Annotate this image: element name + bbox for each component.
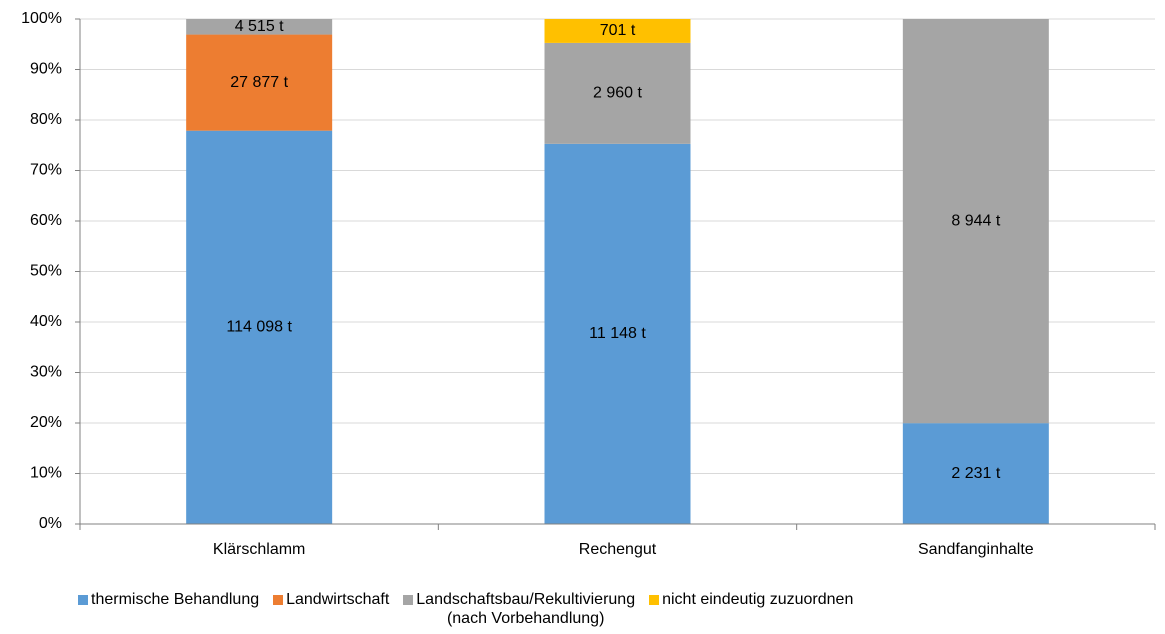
y-tick-label: 20% [30, 414, 62, 431]
legend-item: nicht eindeutig zuzuordnen [649, 590, 853, 609]
y-tick-label: 50% [30, 263, 62, 280]
legend-item: Landschaftsbau/Rekultivierung (nach Vorb… [403, 590, 635, 628]
bar-segment [544, 42, 691, 144]
legend-item: Landwirtschaft [273, 590, 389, 609]
legend-label: nicht eindeutig zuzuordnen [662, 591, 854, 608]
data-label: 701 t [600, 22, 636, 39]
x-tick-label: Klärschlamm [213, 541, 305, 558]
y-tick-label: 70% [30, 162, 62, 179]
data-label: 2 960 t [593, 85, 642, 102]
bar-segment [186, 130, 333, 524]
legend-swatch [78, 595, 88, 605]
y-tick-label: 60% [30, 212, 62, 229]
bar-segment [186, 19, 333, 35]
y-tick-label: 40% [30, 313, 62, 330]
legend-label: Landschaftsbau/Rekultivierung (nach Vorb… [416, 591, 636, 627]
y-tick-label: 30% [30, 364, 62, 381]
data-label: 11 148 t [589, 325, 646, 342]
data-label: 2 231 t [951, 465, 1000, 482]
chart: 0% 10% 20% 30% 40% 50% 60% 70% 80% 90% 100% Klärsch… [21, 10, 1156, 558]
data-label: 27 877 t [230, 74, 288, 91]
y-tick-label: 0% [39, 515, 62, 532]
bar-segment [902, 423, 1049, 524]
y-tick-label: 80% [30, 111, 62, 128]
bar-segment [902, 19, 1049, 424]
y-tick-label: 10% [30, 465, 62, 482]
data-label: 4 515 t [235, 18, 284, 35]
x-tick-label: Sandfanginhalte [918, 541, 1034, 558]
data-label: 8 944 t [951, 212, 1000, 229]
legend-item: thermische Behandlung [78, 590, 259, 609]
legend: thermische Behandlung Landwirtschaft Lands… [78, 590, 853, 628]
bar-segment [186, 34, 333, 131]
legend-swatch [649, 595, 660, 605]
legend-label: thermische Behandlung [91, 591, 260, 608]
data-label: 114 098 t [226, 319, 292, 336]
bar-segment [544, 143, 691, 525]
y-tick-label: 90% [30, 61, 62, 78]
legend-swatch [273, 595, 284, 605]
legend-swatch [403, 595, 414, 605]
x-tick-label: Rechengut [579, 541, 657, 558]
legend-label: Landwirtschaft [286, 591, 390, 608]
y-tick-label: 100% [21, 10, 62, 27]
bar-segment [544, 19, 691, 43]
